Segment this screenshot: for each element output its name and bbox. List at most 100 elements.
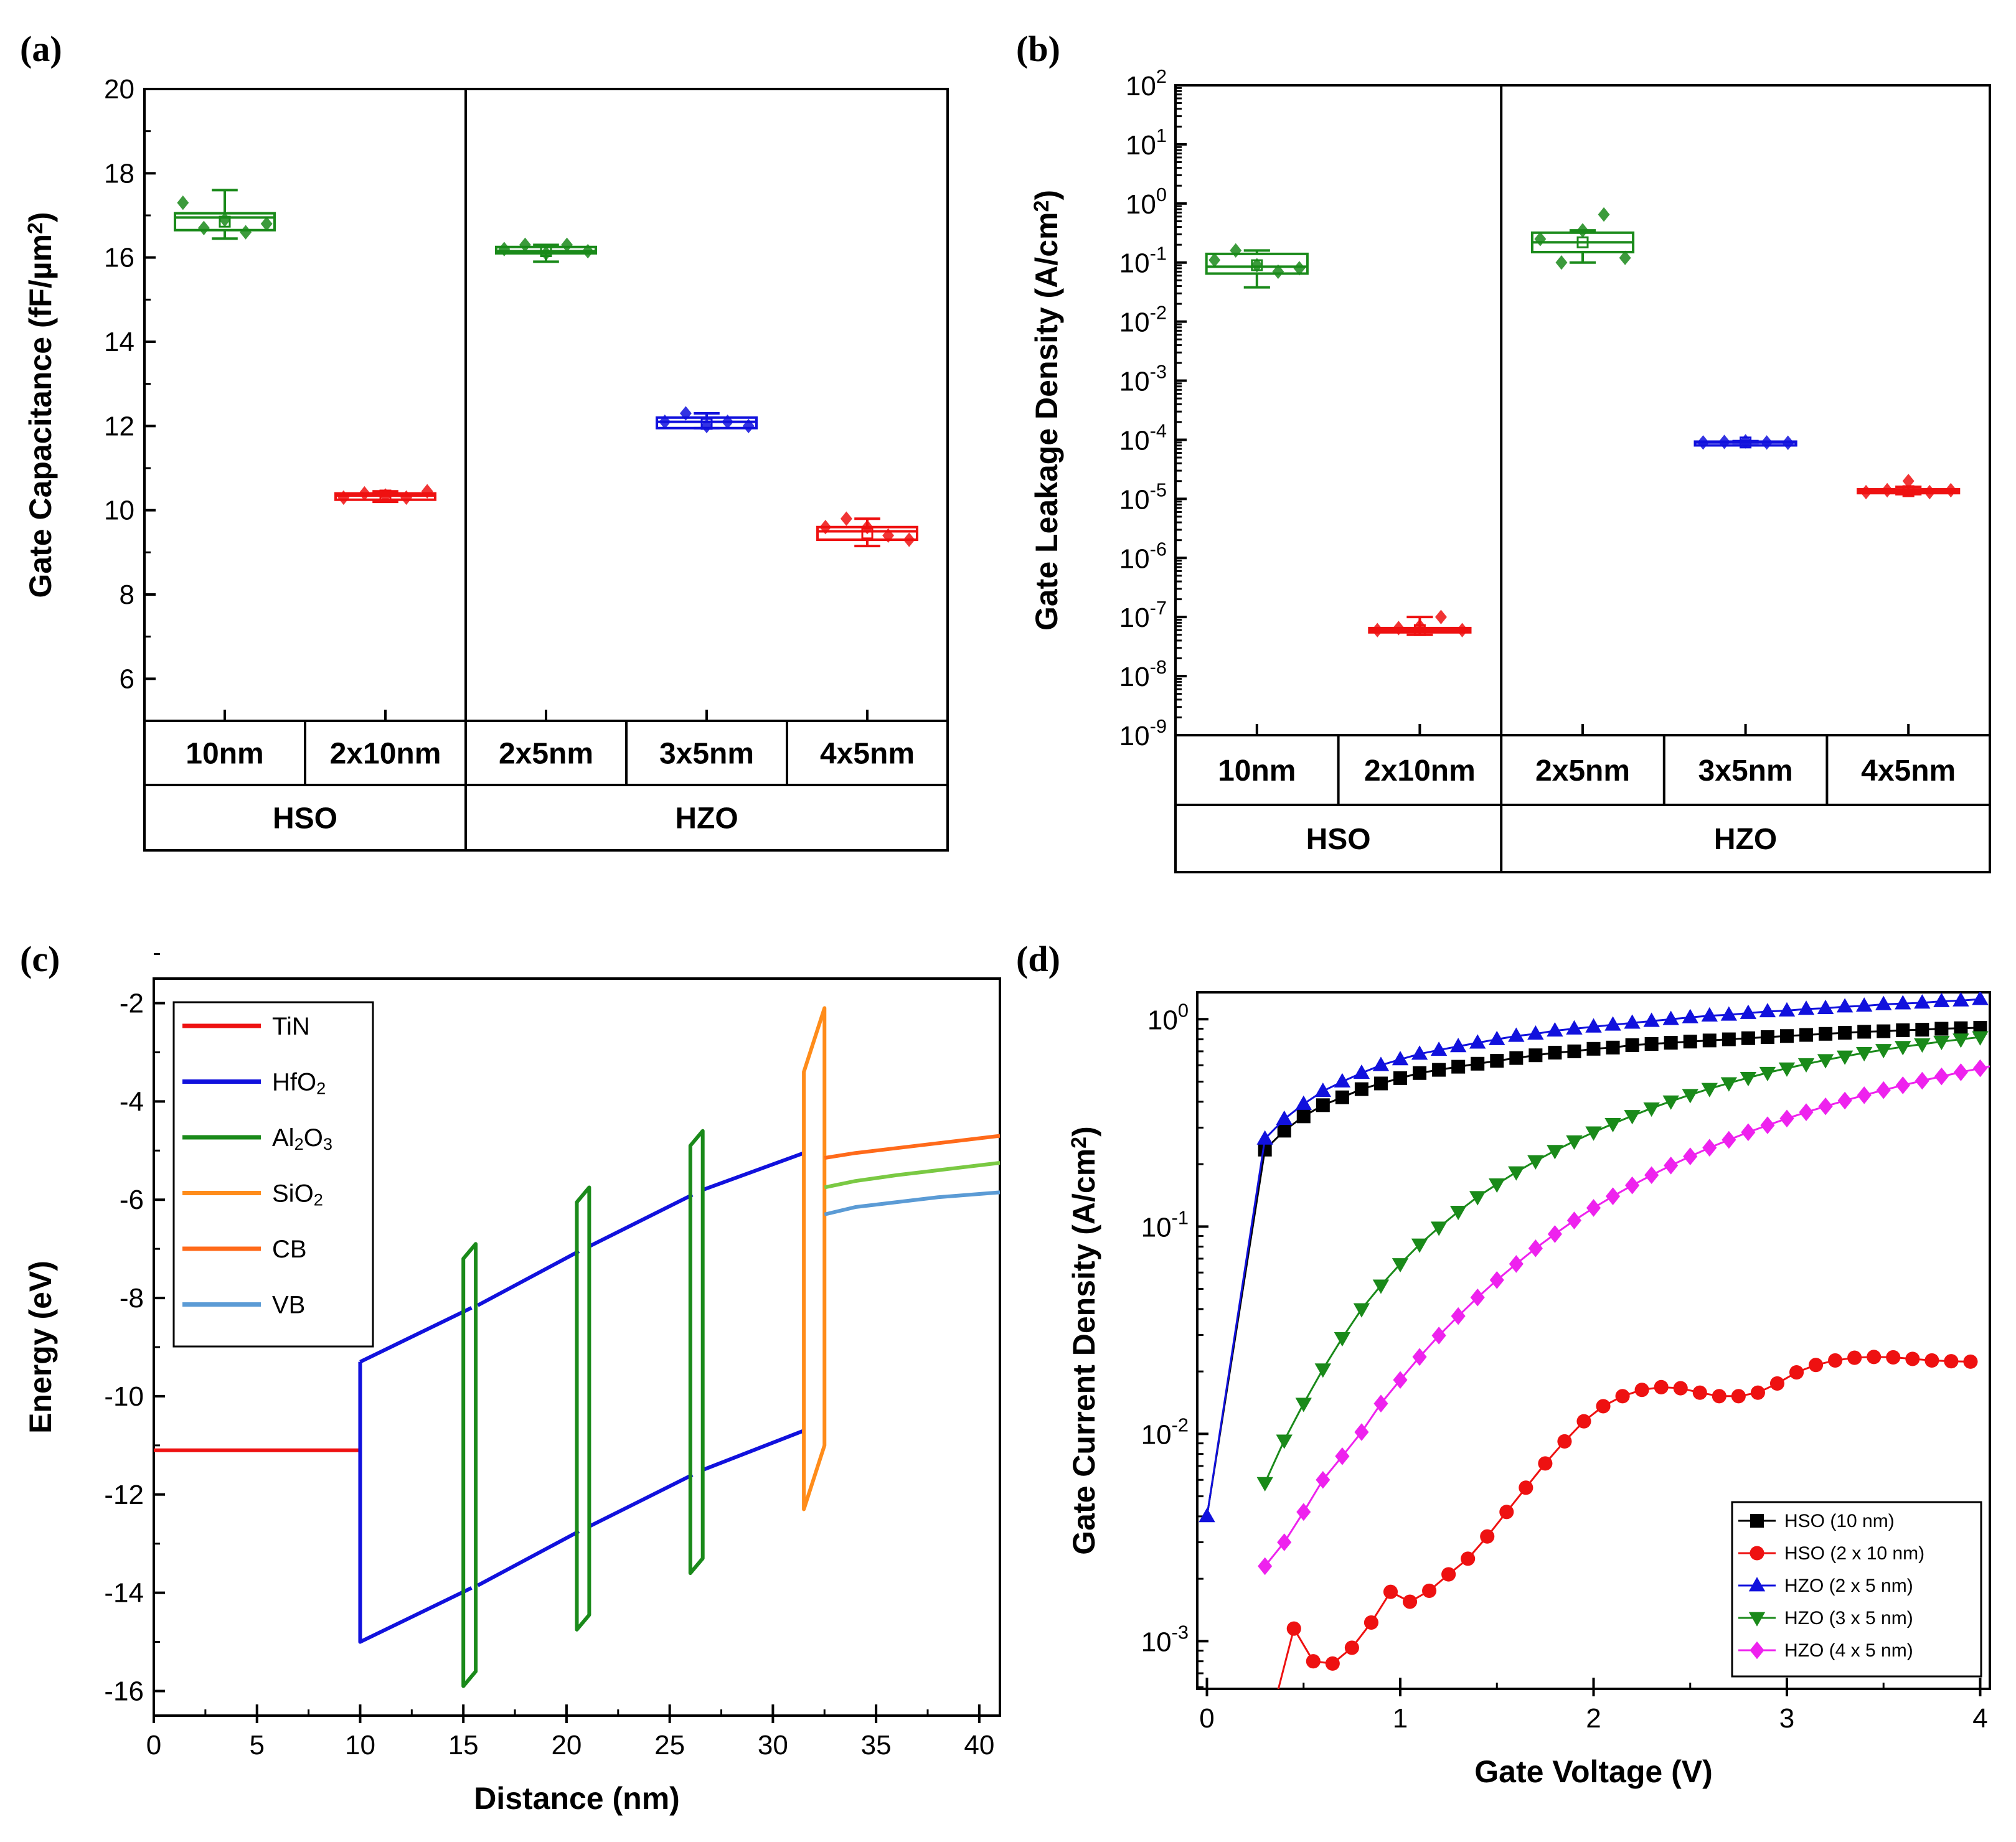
group-label: HSO xyxy=(273,802,337,835)
data-point xyxy=(1325,1656,1340,1671)
series-line xyxy=(702,1151,805,1192)
data-point xyxy=(1277,1533,1292,1551)
x-tick-label: 0 xyxy=(1199,1703,1214,1734)
y-tick-label: -10 xyxy=(104,1381,144,1412)
data-point xyxy=(1286,1621,1301,1636)
category-label: 10nm xyxy=(1218,754,1296,787)
data-point xyxy=(1934,1067,1949,1086)
data-point xyxy=(1924,1353,1939,1368)
data-point xyxy=(1722,1130,1736,1149)
series-line xyxy=(359,1306,473,1364)
data-point xyxy=(177,195,189,210)
group-label: HZO xyxy=(1714,823,1777,856)
data-point xyxy=(1818,1097,1833,1116)
y-tick-label: 10-3 xyxy=(1141,1621,1189,1657)
data-point xyxy=(1528,1048,1543,1063)
data-point xyxy=(1740,1004,1757,1019)
panel-label: (d) xyxy=(1016,939,1060,979)
data-point xyxy=(1566,1020,1583,1035)
y-tick-label: 10-8 xyxy=(1119,656,1167,692)
data-point xyxy=(1576,223,1589,238)
data-point xyxy=(337,490,350,505)
data-point xyxy=(1548,1045,1562,1060)
data-point xyxy=(1923,484,1936,500)
data-point xyxy=(1451,1307,1466,1325)
data-point xyxy=(1430,1221,1448,1236)
y-axis-label: Gate Current Density (A/cm2) xyxy=(1067,1126,1101,1555)
data-point xyxy=(1371,623,1383,637)
y-tick-label: 10-9 xyxy=(1119,715,1167,751)
data-point xyxy=(1809,1358,1824,1373)
y-tick-label: 20 xyxy=(104,74,134,105)
group-label: HSO xyxy=(1306,823,1371,856)
legend-label: HSO (2 x 10 nm) xyxy=(1784,1543,1924,1564)
series-line xyxy=(824,1161,1001,1190)
data-point xyxy=(1797,1000,1815,1015)
data-point xyxy=(1364,1615,1378,1630)
x-tick-label: 40 xyxy=(964,1730,994,1760)
data-point xyxy=(1914,1038,1931,1053)
category-label: 10nm xyxy=(186,738,263,771)
data-point xyxy=(1422,1583,1437,1599)
y-tick-label: 14 xyxy=(104,327,134,357)
data-point xyxy=(1528,1239,1543,1257)
data-point xyxy=(1585,1126,1602,1141)
data-point xyxy=(1876,1081,1891,1099)
data-point xyxy=(1256,1130,1273,1145)
data-point xyxy=(1432,1063,1446,1077)
data-point xyxy=(1654,1379,1669,1394)
data-point xyxy=(1875,1044,1892,1059)
legend-label: HfO2 xyxy=(272,1069,326,1098)
legend-swatch-marker xyxy=(1750,1514,1764,1528)
data-point xyxy=(1547,1225,1562,1243)
data-point xyxy=(1779,1029,1794,1043)
data-point xyxy=(1499,1505,1514,1520)
data-point xyxy=(1306,1654,1321,1669)
mean-marker xyxy=(1251,259,1263,271)
data-point xyxy=(1199,1508,1215,1523)
data-point xyxy=(1586,1199,1601,1217)
mean-marker xyxy=(1740,436,1752,449)
data-point xyxy=(1799,1103,1814,1121)
category-label: 3x5nm xyxy=(659,738,754,771)
data-point xyxy=(742,418,755,434)
data-point xyxy=(1782,435,1794,450)
category-label: 2x10nm xyxy=(330,738,441,771)
data-point xyxy=(1902,474,1915,489)
x-tick-label: 35 xyxy=(861,1730,892,1760)
data-point xyxy=(1750,1385,1765,1400)
mean-marker xyxy=(1576,236,1589,248)
data-point xyxy=(582,243,594,259)
data-point xyxy=(1412,1348,1427,1366)
box-1 xyxy=(1368,609,1472,637)
data-point xyxy=(1585,1018,1602,1033)
mean-marker xyxy=(700,418,713,430)
y-tick-label: -6 xyxy=(120,1185,144,1215)
data-point xyxy=(1373,1076,1388,1091)
data-point xyxy=(1353,1303,1370,1318)
data-point xyxy=(240,225,252,240)
data-point xyxy=(1664,1156,1679,1175)
data-point xyxy=(1606,1040,1620,1055)
series-HZO (2 x 5 nm) xyxy=(1206,992,1989,1517)
legend-label: TiN xyxy=(272,1013,310,1040)
data-point xyxy=(1373,1394,1388,1413)
data-point xyxy=(1697,435,1709,450)
data-point xyxy=(1778,1002,1796,1017)
y-tick-label: 12 xyxy=(104,411,134,441)
series-SiO2 xyxy=(802,1006,827,1511)
data-point xyxy=(1354,1423,1369,1441)
series-line xyxy=(588,1193,694,1248)
y-tick-label: 16 xyxy=(104,243,134,273)
box-0 xyxy=(174,189,276,240)
data-point xyxy=(1934,1022,1949,1036)
box-0 xyxy=(1205,243,1309,289)
data-point xyxy=(1392,1051,1409,1066)
series-HZO (4 x 5 nm) xyxy=(1258,1059,1990,1576)
data-point xyxy=(1431,1327,1446,1345)
data-point xyxy=(1456,623,1468,637)
data-point xyxy=(1413,619,1426,634)
series-line xyxy=(824,1134,1001,1160)
data-point xyxy=(1596,1399,1611,1414)
series-line xyxy=(702,1429,805,1472)
